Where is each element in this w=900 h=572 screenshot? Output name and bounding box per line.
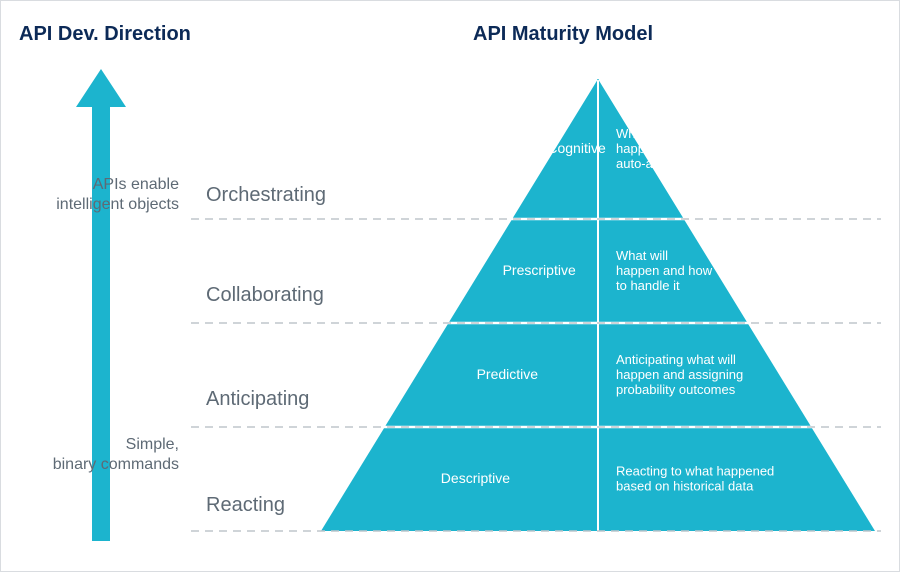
pyramid-right-line: auto-adjust bbox=[616, 156, 681, 171]
diagram-frame: API Dev. Direction API Maturity Model Co… bbox=[0, 0, 900, 572]
pyramid-right-line: Reacting to what happened bbox=[616, 464, 774, 479]
arrow-annotation: binary commands bbox=[53, 456, 179, 473]
pyramid-right-line: happen and how bbox=[616, 263, 713, 278]
pyramid-right-line: to handle it bbox=[616, 278, 680, 293]
pyramid-left-label: Prescriptive bbox=[503, 262, 576, 278]
pyramid-right-line: based on historical data bbox=[616, 479, 754, 494]
pyramid-right-line: Anticipating what will bbox=[616, 352, 736, 367]
row-label: Reacting bbox=[206, 494, 285, 516]
row-label: Orchestrating bbox=[206, 184, 326, 206]
right-heading: API Maturity Model bbox=[473, 23, 653, 46]
pyramid-right-line: probability outcomes bbox=[616, 382, 736, 397]
arrow-annotation: Simple, bbox=[126, 436, 179, 453]
arrow-annotation: APIs enable bbox=[93, 176, 179, 193]
arrow-annotation: intelligent objects bbox=[56, 196, 179, 213]
row-label: Collaborating bbox=[206, 284, 324, 306]
pyramid-right-line: happen & bbox=[616, 141, 672, 156]
pyramid-left-label: Descriptive bbox=[441, 470, 510, 486]
row-label: Anticipating bbox=[206, 388, 309, 410]
pyramid-right-line: happen and assigning bbox=[616, 367, 743, 382]
pyramid-right-line: What will bbox=[616, 248, 668, 263]
pyramid-left-label: Predictive bbox=[477, 366, 539, 382]
pyramid-left-label: Cognitive bbox=[547, 140, 606, 156]
diagram-svg: CognitiveWhat willhappen &auto-adjustOrc… bbox=[1, 1, 900, 572]
pyramid-right-line: What will bbox=[616, 126, 668, 141]
left-heading: API Dev. Direction bbox=[19, 23, 191, 46]
